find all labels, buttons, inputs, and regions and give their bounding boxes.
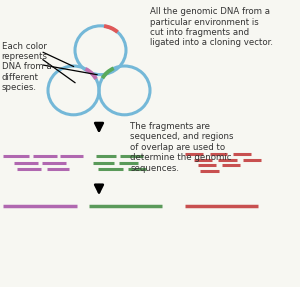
Text: The fragments are
sequenced, and regions
of overlap are used to
determine the ge: The fragments are sequenced, and regions… <box>130 122 234 172</box>
Text: All the genomic DNA from a
particular environment is
cut into fragments and
liga: All the genomic DNA from a particular en… <box>150 7 273 47</box>
Text: Each color
represents
DNA from a
different
species.: Each color represents DNA from a differe… <box>2 42 51 92</box>
